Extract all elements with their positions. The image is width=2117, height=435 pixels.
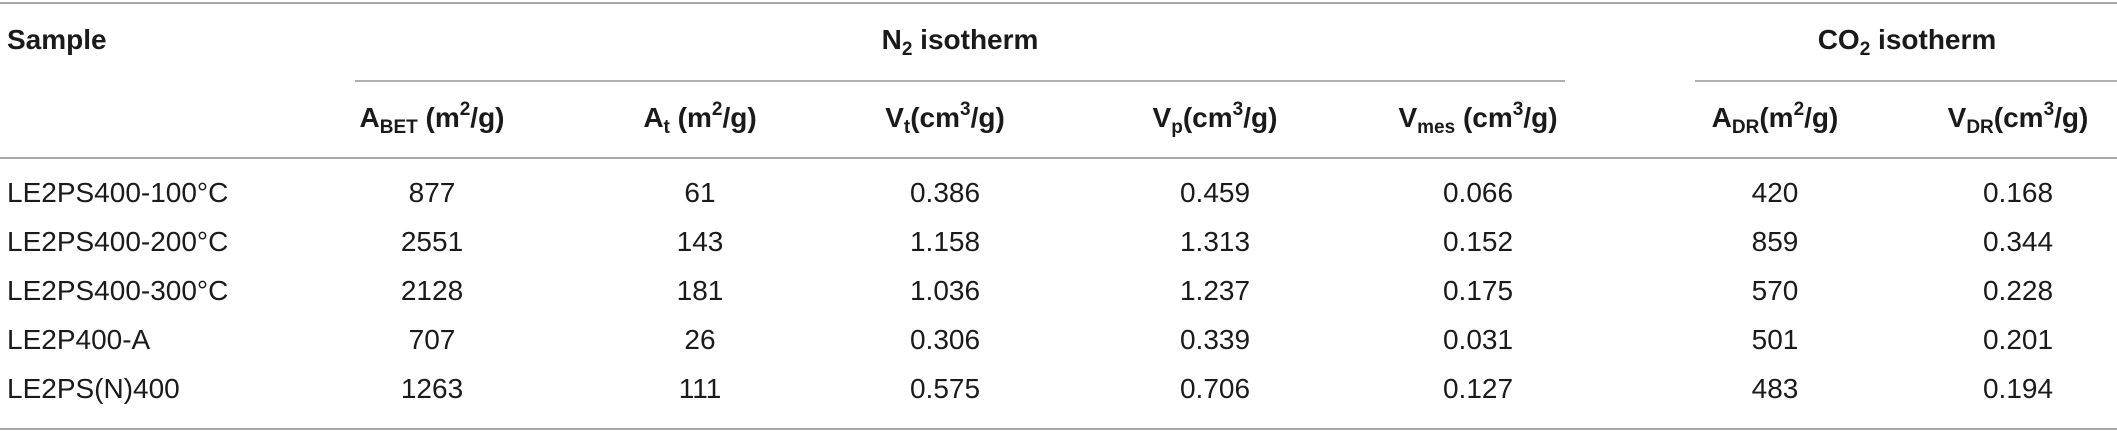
- table-cell-a-t: 143: [676, 226, 724, 257]
- table-cell-v-t: 1.036: [909, 275, 981, 306]
- header-bottom-rule: [0, 157, 2117, 159]
- table-cell-a-bet: 2551: [400, 226, 464, 257]
- column-header-v-p: Vp(cm3/g): [1152, 99, 1278, 138]
- column-header-v-mes: Vmes (cm3/g): [1398, 99, 1558, 138]
- table-cell-a-t: 26: [684, 324, 716, 355]
- table-cell-v-mes: 0.031: [1442, 324, 1514, 355]
- table-cell-v-dr: 0.194: [1982, 373, 2054, 404]
- table-cell-a-dr: 483: [1751, 373, 1799, 404]
- table-cell-v-p: 0.706: [1179, 373, 1251, 404]
- row-sample-label: LE2PS400-100°C: [7, 177, 229, 208]
- table-cell-v-t: 0.306: [909, 324, 981, 355]
- row-sample-label: LE2PS400-200°C: [7, 226, 229, 257]
- table-cell-v-dr: 0.201: [1982, 324, 2054, 355]
- column-header-a-dr: ADR(m2/g): [1711, 99, 1839, 138]
- table-cell-v-p: 0.339: [1179, 324, 1251, 355]
- table-cell-v-p: 1.313: [1179, 226, 1251, 257]
- table-cell-a-dr: 501: [1751, 324, 1799, 355]
- table-cell-v-mes: 0.152: [1442, 226, 1514, 257]
- table-cell-a-t: 61: [684, 177, 716, 208]
- table-cell-v-dr: 0.228: [1982, 275, 2054, 306]
- table-cell-v-mes: 0.127: [1442, 373, 1514, 404]
- n2-group-rule: [355, 80, 1565, 82]
- column-header-a-t: At (m2/g): [643, 99, 757, 138]
- table-cell-a-t: 111: [678, 373, 722, 404]
- column-header-a-bet: ABET (m2/g): [359, 99, 505, 138]
- bottom-rule: [0, 428, 2117, 430]
- table-cell-a-dr: 420: [1751, 177, 1799, 208]
- table-cell-v-p: 1.237: [1179, 275, 1251, 306]
- row-sample-label: LE2PS(N)400: [7, 373, 180, 404]
- column-header-v-dr: VDR(cm3/g): [1947, 99, 2089, 138]
- sample-header: Sample: [7, 24, 107, 55]
- table-cell-a-t: 181: [676, 275, 724, 306]
- row-sample-label: LE2P400-A: [7, 324, 151, 355]
- top-rule: [0, 2, 2117, 4]
- row-sample-label: LE2PS400-300°C: [7, 275, 229, 306]
- table-cell-v-mes: 0.066: [1442, 177, 1514, 208]
- co2-isotherm-header: CO2 isotherm: [1817, 24, 1997, 60]
- table-cell-v-t: 1.158: [909, 226, 981, 257]
- table-cell-v-dr: 0.344: [1982, 226, 2054, 257]
- table-cell-a-bet: 2128: [400, 275, 464, 306]
- table-cell-a-bet: 1263: [400, 373, 464, 404]
- table-cell-v-mes: 0.175: [1442, 275, 1514, 306]
- table-cell-a-bet: 707: [408, 324, 456, 355]
- n2-isotherm-header: N2 isotherm: [881, 24, 1039, 60]
- table-cell-v-t: 0.575: [909, 373, 981, 404]
- co2-group-rule: [1695, 80, 2117, 82]
- table-cell-v-dr: 0.168: [1982, 177, 2054, 208]
- column-header-v-t: Vt(cm3/g): [885, 99, 1005, 138]
- table-cell-a-dr: 570: [1751, 275, 1799, 306]
- table-cell-v-p: 0.459: [1179, 177, 1251, 208]
- table-cell-a-dr: 859: [1751, 226, 1799, 257]
- table-cell-v-t: 0.386: [909, 177, 981, 208]
- table-cell-a-bet: 877: [408, 177, 456, 208]
